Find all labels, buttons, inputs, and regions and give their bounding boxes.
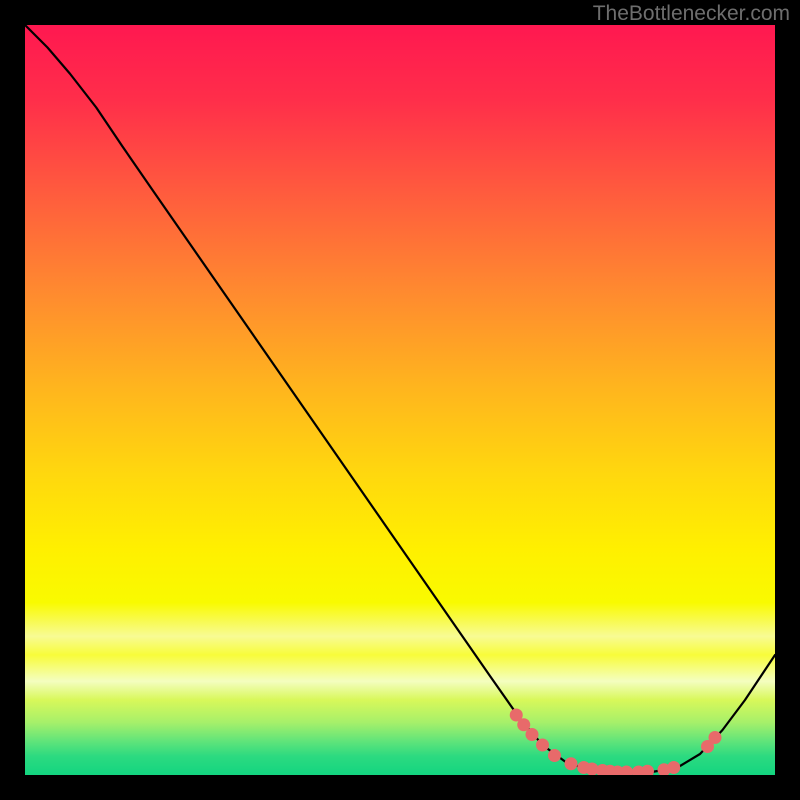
marker-point (565, 757, 578, 770)
plot-area (25, 25, 775, 775)
chart-svg (25, 25, 775, 775)
marker-point (709, 731, 722, 744)
watermark-text: TheBottlenecker.com (593, 2, 790, 26)
marker-point (548, 749, 561, 762)
gradient-background (25, 25, 775, 775)
marker-point (536, 739, 549, 752)
marker-point (667, 761, 680, 774)
marker-point (526, 728, 539, 741)
